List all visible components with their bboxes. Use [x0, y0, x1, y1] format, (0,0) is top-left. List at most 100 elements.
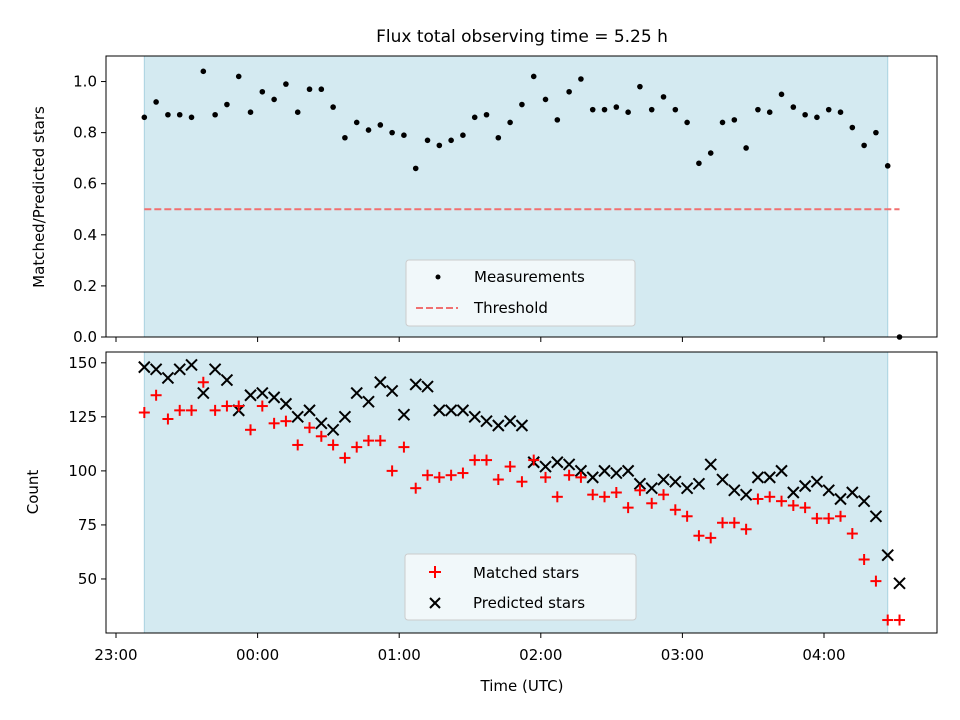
bottom-y-axis: 50 75 100 125 150 — [68, 354, 106, 588]
measurement-point — [353, 119, 360, 126]
predicted-star-point — [279, 397, 293, 411]
matched-star-point — [728, 517, 740, 529]
matched-star-point — [563, 469, 575, 481]
measurement-point — [495, 134, 502, 141]
measurement-point — [601, 106, 608, 113]
matched-star-point — [445, 469, 457, 481]
matched-star-point — [386, 465, 398, 477]
predicted-star-point — [586, 471, 599, 484]
predicted-star-point — [669, 475, 682, 488]
predicted-star-point — [397, 408, 411, 421]
predicted-star-point — [704, 458, 717, 471]
predicted-star-point — [385, 384, 399, 398]
matched-star-point — [658, 489, 670, 501]
predicted-star-point — [551, 456, 564, 469]
predicted-star-point — [208, 363, 222, 376]
x-axis-label: Time (UTC) — [480, 677, 564, 695]
predicted-star-point — [149, 363, 163, 376]
predicted-star-point — [716, 473, 729, 486]
matched-star-point — [787, 499, 799, 511]
measurement-point — [377, 122, 384, 128]
matched-star-point — [162, 413, 174, 425]
y-tick-label: 100 — [68, 462, 97, 480]
measurement-point — [566, 88, 572, 95]
predicted-star-point — [291, 410, 304, 424]
x-tick-label: 03:00 — [661, 646, 704, 664]
legend-predicted-marker — [429, 597, 441, 609]
measurement-point — [731, 117, 738, 123]
top-axes-frame — [105, 55, 938, 338]
measurement-point — [365, 127, 372, 133]
measurement-point — [247, 109, 254, 115]
predicted-star-point — [444, 404, 458, 417]
matched-star-point — [268, 417, 280, 429]
matched-star-point — [811, 512, 823, 524]
matched-star-point — [858, 554, 870, 566]
measurement-point — [330, 104, 336, 110]
predicted-star-point — [881, 548, 894, 562]
measurement-point — [743, 145, 749, 151]
predicted-star-point — [492, 419, 505, 432]
predicted-star-point — [539, 460, 552, 473]
matched-star-point — [433, 471, 445, 483]
matched-star-point — [150, 389, 162, 401]
y-tick-label: 1.0 — [73, 73, 97, 91]
matched-star-point — [469, 454, 481, 466]
predicted-star-point — [857, 494, 871, 508]
matched-star-point — [540, 471, 552, 483]
measurement-point — [507, 119, 513, 126]
matched-star-point — [740, 523, 752, 535]
measurement-point — [648, 106, 655, 113]
predicted-star-point — [456, 404, 470, 417]
matched-star-point — [363, 435, 375, 447]
measurement-point — [283, 81, 289, 87]
measurement-point — [153, 99, 159, 105]
predicted-star-point — [751, 471, 765, 484]
y-tick-label: 0.4 — [73, 226, 97, 244]
measurement-point — [755, 106, 761, 113]
bottom-points — [138, 358, 906, 626]
predicted-star-point — [503, 414, 517, 428]
measurement-point — [861, 142, 867, 149]
predicted-star-point — [657, 473, 670, 486]
matched-star-point — [799, 502, 811, 514]
predicted-star-point — [220, 373, 234, 387]
predicted-star-point — [869, 510, 883, 523]
matched-star-point — [292, 439, 304, 451]
y-tick-label: 75 — [78, 516, 97, 534]
matched-star-point — [551, 491, 563, 503]
matched-star-point — [280, 415, 292, 427]
predicted-star-point — [610, 466, 623, 480]
matched-star-point — [835, 510, 847, 522]
matched-star-point — [138, 407, 150, 419]
measurement-point — [719, 119, 726, 126]
matched-star-point — [870, 575, 882, 587]
measurement-point — [401, 132, 407, 138]
y-tick-label: 0.2 — [73, 277, 97, 295]
matched-star-point — [186, 404, 198, 416]
predicted-star-point — [256, 386, 269, 400]
matched-star-point — [504, 461, 516, 473]
matched-star-point — [894, 614, 906, 626]
predicted-star-point — [846, 486, 859, 499]
bottom-x-axis: 23:00 00:00 01:00 02:00 03:00 04:00 — [94, 633, 846, 664]
measurement-point — [684, 119, 690, 126]
measurement-point — [342, 134, 348, 141]
legend-matched-marker — [429, 566, 441, 578]
predicted-star-point — [338, 410, 352, 424]
legend-predicted-label: Predicted stars — [473, 594, 585, 612]
measurement-point — [519, 101, 525, 108]
measurement-point — [589, 106, 596, 113]
y-tick-label: 0.8 — [73, 124, 97, 142]
measurement-point — [176, 111, 183, 118]
matched-star-point — [221, 400, 233, 412]
measurement-point — [554, 117, 561, 123]
matched-star-point — [410, 482, 422, 494]
matched-star-point — [764, 491, 776, 503]
y-tick-label: 125 — [68, 408, 97, 426]
top-legend: Measurements Threshold — [405, 259, 636, 327]
measurement-point — [448, 137, 454, 144]
measurement-point — [188, 114, 195, 121]
x-tick-label: 02:00 — [519, 646, 562, 664]
matched-star-point — [233, 400, 245, 412]
